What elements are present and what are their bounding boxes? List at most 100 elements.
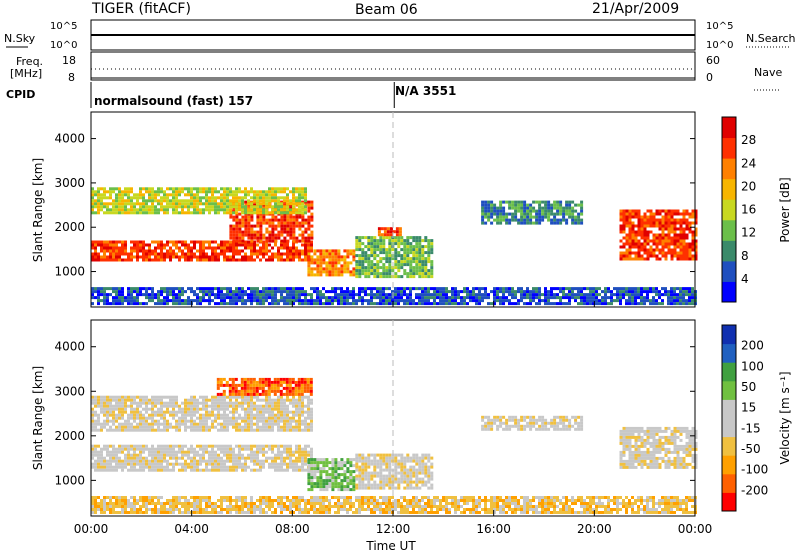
data-cell <box>238 233 242 237</box>
data-cell <box>403 299 406 303</box>
data-cell <box>418 242 422 246</box>
data-cell <box>313 485 317 489</box>
data-cell <box>184 243 187 247</box>
data-cell <box>316 470 320 474</box>
data-cell <box>265 296 268 300</box>
data-cell <box>310 200 314 204</box>
data-cell <box>346 255 350 259</box>
data-cell <box>244 215 248 219</box>
data-cell <box>241 258 244 262</box>
data-cell <box>673 227 677 231</box>
data-cell <box>307 302 310 306</box>
data-cell <box>292 221 296 225</box>
data-cell <box>304 221 308 225</box>
data-cell <box>255 392 259 396</box>
data-cell <box>205 208 208 212</box>
data-cell <box>316 261 320 265</box>
data-cell <box>100 422 103 426</box>
data-cell <box>184 416 187 420</box>
data-cell <box>268 407 271 411</box>
data-cell <box>163 302 166 306</box>
data-cell <box>322 464 326 468</box>
data-cell <box>232 425 235 429</box>
data-cell <box>112 202 115 206</box>
data-cell <box>355 254 359 258</box>
data-cell <box>172 401 175 405</box>
data-cell <box>439 287 442 291</box>
data-cell <box>490 215 494 219</box>
data-cell <box>202 240 205 244</box>
data-cell <box>214 202 217 206</box>
data-cell <box>154 404 157 408</box>
data-cell <box>193 447 196 451</box>
data-cell <box>97 187 100 191</box>
data-cell <box>130 252 133 256</box>
data-cell <box>109 453 112 457</box>
data-cell <box>166 290 169 294</box>
data-cell <box>190 425 193 429</box>
data-cell <box>448 290 451 294</box>
data-cell <box>217 410 220 414</box>
data-cell <box>499 209 503 213</box>
data-cell <box>676 296 679 300</box>
data-cell <box>103 422 106 426</box>
data-cell <box>270 389 274 393</box>
data-cell <box>268 202 271 206</box>
data-cell <box>646 254 650 258</box>
data-cell <box>139 419 142 423</box>
data-cell <box>223 193 226 197</box>
data-cell <box>349 293 352 297</box>
data-cell <box>154 428 157 432</box>
data-cell <box>211 425 214 429</box>
data-cell <box>295 459 298 463</box>
data-cell <box>112 468 115 472</box>
power-colorbar-segment <box>722 117 736 139</box>
data-cell <box>532 215 536 219</box>
velocity-band-4 <box>355 453 434 490</box>
data-cell <box>262 240 265 244</box>
data-cell <box>262 287 265 291</box>
data-cell <box>289 287 292 291</box>
data-cell <box>91 208 94 212</box>
data-cell <box>184 419 187 423</box>
data-cell <box>349 488 353 492</box>
data-cell <box>649 287 652 291</box>
data-cell <box>220 462 223 466</box>
data-cell <box>166 453 169 457</box>
data-cell <box>199 407 202 411</box>
data-cell <box>652 215 656 219</box>
data-cell <box>309 377 313 381</box>
data-cell <box>127 398 130 402</box>
power-colorbar-segment <box>722 178 736 200</box>
data-cell <box>298 422 301 426</box>
data-cell <box>309 383 313 387</box>
data-cell <box>664 224 668 228</box>
data-cell <box>172 398 175 402</box>
data-cell <box>100 465 103 469</box>
data-cell <box>262 221 266 225</box>
data-cell <box>637 233 641 237</box>
data-cell <box>276 380 280 384</box>
data-cell <box>577 203 581 207</box>
data-cell <box>271 447 274 451</box>
data-cell <box>292 218 296 222</box>
data-cell <box>139 249 142 253</box>
data-cell <box>655 245 659 249</box>
data-cell <box>139 447 142 451</box>
data-cell <box>361 287 364 291</box>
data-cell <box>190 465 193 469</box>
data-cell <box>247 230 251 234</box>
data-cell <box>376 245 380 249</box>
data-cell <box>205 422 208 426</box>
data-cell <box>646 257 650 261</box>
data-cell <box>160 199 163 203</box>
data-cell <box>205 187 208 191</box>
data-cell <box>661 218 665 222</box>
data-cell <box>565 206 569 210</box>
data-cell <box>118 459 121 463</box>
data-cell <box>322 479 326 483</box>
data-cell <box>118 252 121 256</box>
data-cell <box>235 221 239 225</box>
data-cell <box>112 444 115 448</box>
data-cell <box>682 239 686 243</box>
